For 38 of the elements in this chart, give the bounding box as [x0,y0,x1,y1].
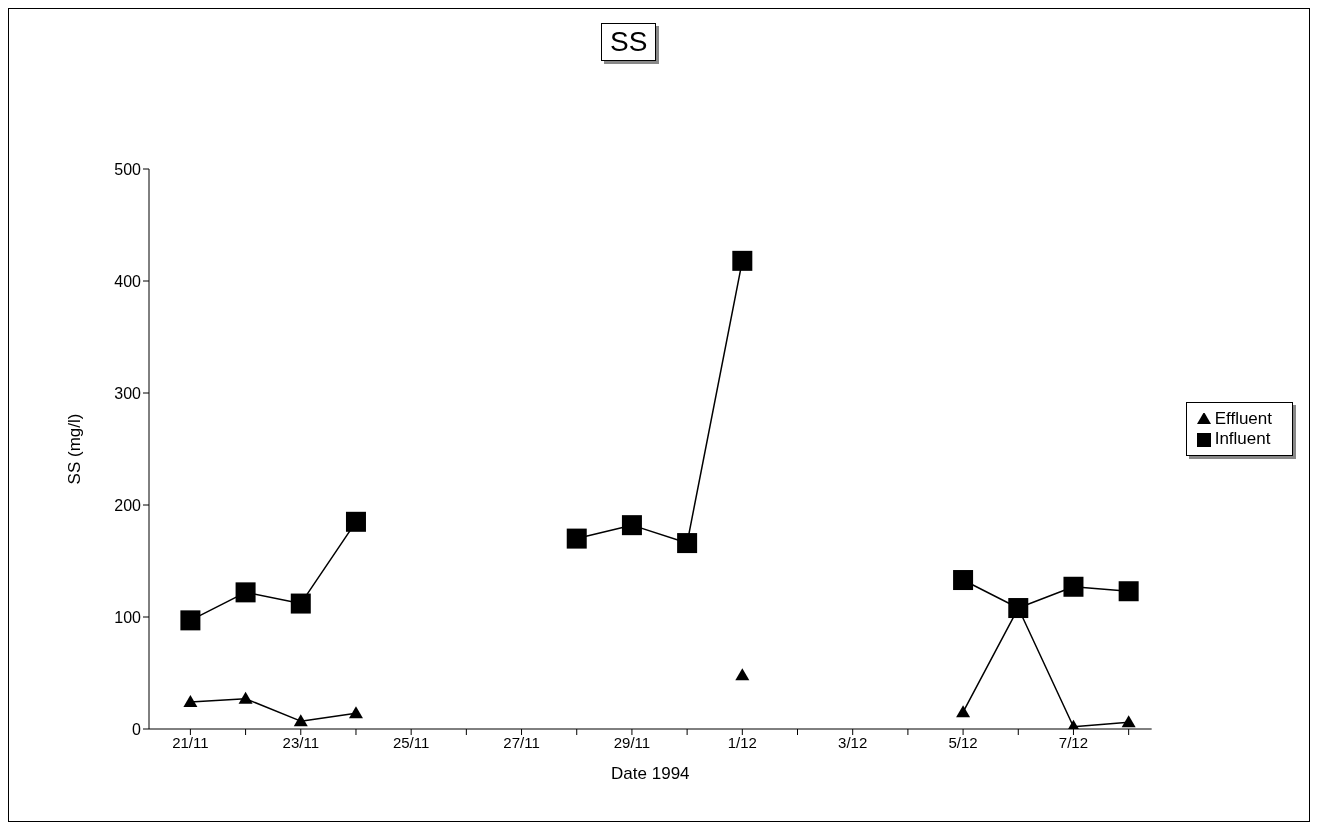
chart-title: SS [601,23,657,61]
x-tick-label: 7/12 [1058,733,1089,751]
x-tick-label: 1/12 [727,733,757,751]
legend-label: Influent [1214,429,1271,448]
y-tick-label: 0 [132,720,142,738]
point [238,691,253,704]
x-tick-label: 5/12 [948,733,978,751]
x-tick-label: 29/11 [613,733,651,751]
point [345,511,366,532]
x-tick-label: 21/11 [172,733,209,751]
y-tick-label: 400 [114,272,142,290]
point [293,714,308,727]
x-tick-label: 27/11 [503,733,540,751]
point [953,570,974,591]
point [735,668,750,681]
point [348,706,363,719]
legend-label: Effluent [1214,409,1272,428]
point [183,695,198,708]
point [1063,576,1084,597]
point [235,582,256,603]
y-tick-label: 500 [114,160,142,178]
point [677,533,698,554]
y-tick-label: 100 [114,608,142,626]
y-tick-label: 200 [114,496,142,514]
point [1121,715,1136,728]
x-axis-title: Date 1994 [611,764,690,783]
point [566,528,587,549]
y-axis-title: SS (mg/l) [65,413,85,485]
point [621,515,642,536]
point [180,610,201,631]
point [956,705,971,718]
x-tick-label: 25/11 [392,733,430,751]
x-tick-label: 3/12 [838,733,868,751]
y-tick-label: 300 [114,384,142,402]
point [290,593,311,614]
point [1118,581,1139,602]
point [732,250,753,271]
x-tick-label: 23/11 [282,733,319,751]
